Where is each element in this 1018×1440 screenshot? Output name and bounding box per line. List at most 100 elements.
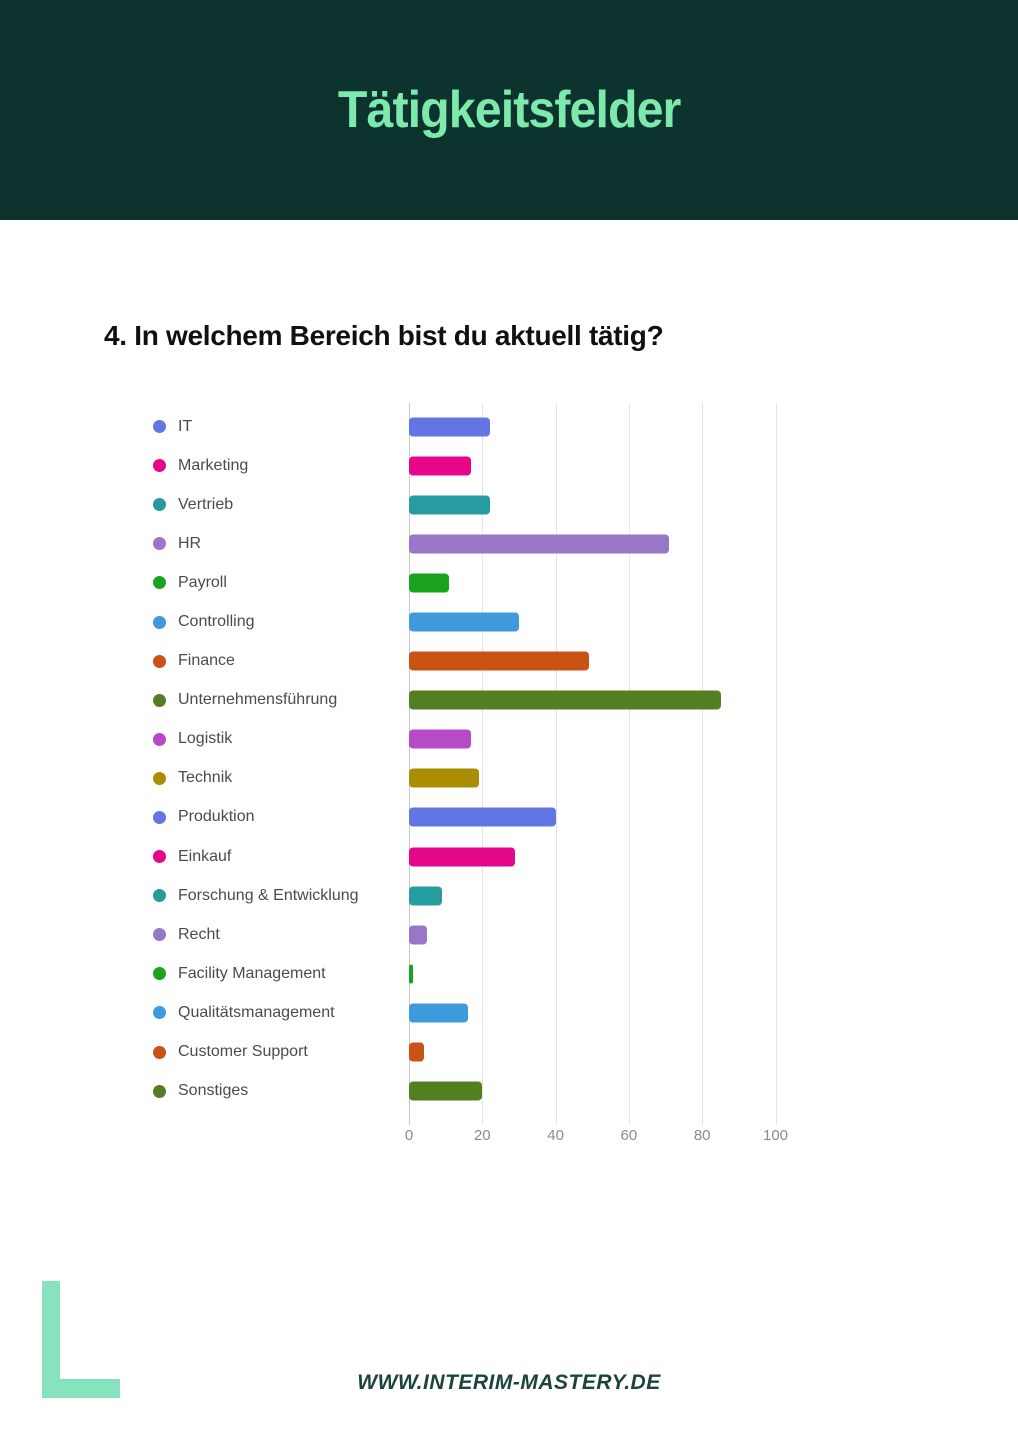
footer-logo-horizontal-bar [42, 1379, 120, 1398]
legend-label: Facility Management [178, 964, 326, 982]
x-tick-label: 0 [404, 1126, 414, 1144]
bar-cell [409, 681, 805, 720]
x-tick-label: 100 [762, 1126, 789, 1144]
bar-cell [409, 407, 805, 446]
bar-cell [409, 642, 805, 681]
chart-row: Finance [145, 642, 805, 681]
bar [409, 690, 721, 710]
legend-item: Recht [145, 926, 409, 944]
bar-cell [409, 993, 805, 1032]
bar-cell [409, 602, 805, 641]
legend-item: Einkauf [145, 848, 409, 866]
bar [409, 847, 516, 867]
legend-label: Finance [178, 652, 235, 670]
question-heading: 4. In welchem Bereich bist du aktuell tä… [104, 320, 664, 351]
bar-cell [409, 1072, 805, 1111]
chart-row: HR [145, 524, 805, 563]
legend-color-dot-icon [153, 850, 166, 864]
legend-label: Vertrieb [178, 495, 234, 513]
chart-row: Customer Support [145, 1033, 805, 1072]
chart-row: Payroll [145, 563, 805, 602]
bar-cell [409, 446, 805, 485]
chart-row: Logistik [145, 720, 805, 759]
bar [409, 729, 472, 749]
legend-color-dot-icon [153, 654, 166, 668]
bar-cell [409, 563, 805, 602]
bar [409, 573, 450, 593]
legend-color-dot-icon [153, 967, 166, 981]
bar [409, 534, 670, 554]
x-tick-label: 40 [547, 1126, 564, 1144]
bar [409, 1042, 424, 1062]
x-tick-label: 20 [473, 1126, 491, 1144]
bar [409, 807, 556, 827]
legend-label: Marketing [178, 456, 249, 474]
gridline [702, 403, 704, 1125]
footer-url: WWW.INTERIM-MASTERY.DE [357, 1371, 661, 1394]
chart-row: Unternehmensführung [145, 681, 805, 720]
chart-row: Qualitätsmanagement [145, 993, 805, 1032]
legend-color-dot-icon [153, 1045, 166, 1059]
gridline [775, 403, 777, 1125]
legend-item: HR [145, 535, 409, 553]
legend-label: HR [178, 534, 202, 552]
legend-color-dot-icon [153, 732, 166, 746]
chart-row: Forschung & Entwicklung [145, 876, 805, 915]
legend-color-dot-icon [153, 576, 166, 590]
legend-label: Unternehmensführung [178, 691, 338, 709]
legend-label: IT [178, 417, 193, 435]
y-axis-line [409, 403, 410, 1125]
bar [409, 456, 472, 476]
chart-rows: IT Marketing Vertrieb HR [145, 403, 805, 1125]
legend-item: IT [145, 418, 409, 436]
bar [409, 612, 519, 632]
legend-label: Qualitätsmanagement [178, 1003, 335, 1021]
x-tick-label: 60 [620, 1126, 638, 1144]
legend-color-dot-icon [153, 537, 166, 551]
bar [409, 768, 479, 788]
x-axis: 0 20 40 60 80 100 [405, 1111, 805, 1153]
legend-color-dot-icon [153, 498, 166, 512]
chart-row: Facility Management [145, 954, 805, 993]
bar [409, 1081, 483, 1101]
legend-color-dot-icon [153, 1006, 166, 1020]
bar [409, 964, 413, 984]
legend-color-dot-icon [153, 771, 166, 785]
chart-row: Technik [145, 759, 805, 798]
bar [409, 417, 490, 437]
bar-cell [409, 720, 805, 759]
x-tick-label: 80 [693, 1126, 711, 1144]
bar-cell [409, 1033, 805, 1072]
legend-label: Logistik [178, 730, 233, 748]
footer-logo-vertical-bar [42, 1281, 60, 1398]
legend-label: Recht [178, 925, 220, 943]
chart-row: Controlling [145, 602, 805, 641]
legend-color-dot-icon [153, 810, 166, 824]
legend-label: Einkauf [178, 847, 232, 865]
gridline [628, 403, 630, 1125]
bar-cell [409, 837, 805, 876]
legend-item: Finance [145, 652, 409, 670]
chart-row: Produktion [145, 798, 805, 837]
legend-color-dot-icon [153, 889, 166, 903]
legend-item: Sonstiges [145, 1082, 409, 1100]
legend-item: Marketing [145, 457, 409, 475]
legend-item: Payroll [145, 574, 409, 592]
legend-item: Forschung & Entwicklung [145, 887, 409, 905]
plot-gridlines [409, 403, 805, 1125]
legend-color-dot-icon [153, 615, 166, 629]
bar [409, 651, 589, 671]
legend-item: Produktion [145, 808, 409, 826]
legend-color-dot-icon [153, 928, 166, 942]
page-title: Tätigkeitsfelder [337, 81, 681, 139]
chart-row: Sonstiges [145, 1072, 805, 1111]
legend-item: Vertrieb [145, 496, 409, 514]
chart-row: Vertrieb [145, 485, 805, 524]
legend-color-dot-icon [153, 1084, 166, 1098]
bar-cell [409, 915, 805, 954]
legend-color-dot-icon [153, 459, 166, 473]
gridline [555, 403, 557, 1125]
bar [409, 1003, 468, 1023]
chart-row: Recht [145, 915, 805, 954]
